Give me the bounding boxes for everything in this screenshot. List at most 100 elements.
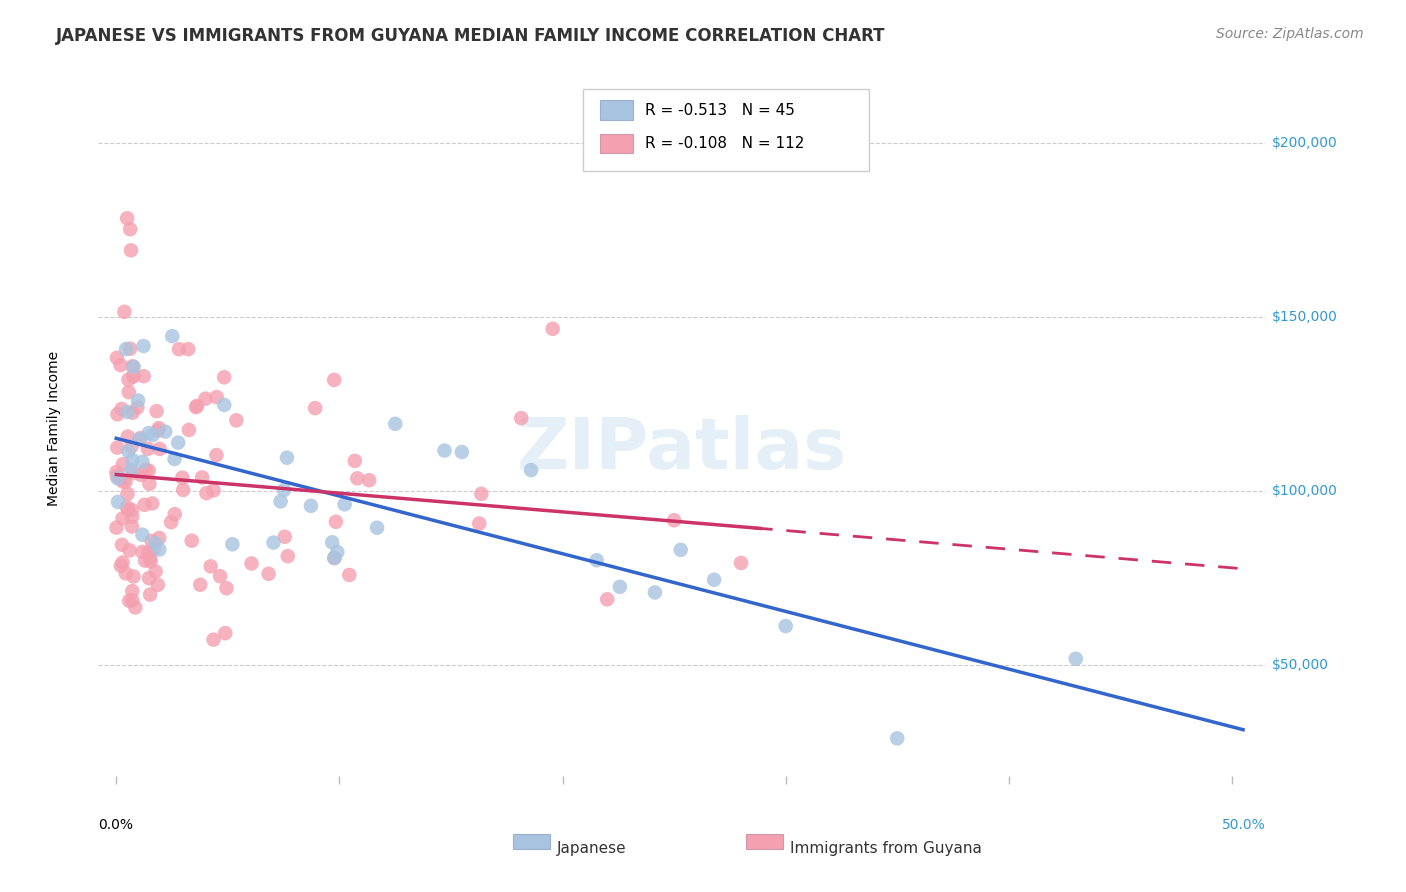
Point bbox=[138, 464, 160, 478]
Point bbox=[304, 401, 326, 416]
Point bbox=[122, 368, 145, 383]
Point bbox=[263, 535, 285, 549]
Bar bbox=[747, 834, 783, 849]
Point bbox=[146, 578, 169, 592]
Point bbox=[273, 483, 295, 497]
Point bbox=[337, 568, 360, 582]
Text: Japanese: Japanese bbox=[557, 841, 627, 855]
Point bbox=[139, 554, 162, 568]
Point bbox=[215, 581, 238, 595]
Point bbox=[470, 487, 492, 501]
Point bbox=[121, 453, 143, 467]
Point bbox=[120, 463, 142, 477]
Point bbox=[323, 551, 346, 566]
Point bbox=[541, 322, 564, 336]
Point bbox=[141, 496, 163, 510]
Bar bbox=[600, 134, 633, 153]
Point bbox=[115, 342, 138, 356]
Point bbox=[111, 511, 134, 525]
Point bbox=[703, 573, 725, 587]
Point bbox=[138, 426, 160, 441]
Point bbox=[209, 569, 232, 583]
Bar bbox=[600, 101, 633, 120]
Point bbox=[115, 211, 138, 226]
Point bbox=[167, 342, 190, 356]
Point bbox=[105, 351, 128, 365]
Point bbox=[450, 445, 472, 459]
Point bbox=[205, 448, 228, 462]
Point bbox=[274, 530, 297, 544]
Point bbox=[321, 535, 343, 549]
Point bbox=[114, 475, 136, 489]
Point bbox=[121, 584, 143, 599]
Point bbox=[177, 342, 200, 356]
Point bbox=[644, 585, 666, 599]
Point bbox=[108, 472, 131, 486]
Point bbox=[129, 431, 152, 445]
Point bbox=[160, 515, 183, 529]
Point bbox=[177, 423, 200, 437]
Point bbox=[886, 731, 908, 746]
Point bbox=[214, 626, 236, 640]
Point bbox=[110, 358, 132, 372]
Point bbox=[105, 520, 128, 534]
Point bbox=[346, 471, 368, 485]
Text: R = -0.513   N = 45: R = -0.513 N = 45 bbox=[644, 103, 794, 118]
Point bbox=[184, 400, 207, 414]
Point bbox=[194, 392, 217, 406]
Point bbox=[122, 569, 145, 583]
Point bbox=[195, 486, 218, 500]
Point bbox=[131, 455, 153, 469]
Point bbox=[325, 515, 347, 529]
Point bbox=[112, 305, 135, 319]
Point bbox=[129, 467, 152, 482]
Point bbox=[107, 407, 129, 421]
Point bbox=[384, 417, 406, 431]
Point bbox=[155, 425, 177, 439]
Point bbox=[142, 541, 165, 556]
Point bbox=[107, 495, 129, 509]
Point bbox=[134, 553, 156, 567]
Point bbox=[200, 559, 222, 574]
Bar bbox=[513, 834, 550, 849]
Point bbox=[142, 428, 165, 442]
Point bbox=[110, 558, 132, 573]
Point bbox=[333, 497, 356, 511]
Point bbox=[585, 553, 607, 567]
Point bbox=[139, 551, 162, 566]
Point bbox=[118, 543, 141, 558]
Point bbox=[138, 571, 160, 585]
Point bbox=[323, 551, 346, 566]
Point bbox=[121, 503, 143, 517]
Text: $50,000: $50,000 bbox=[1272, 657, 1329, 672]
Point bbox=[105, 465, 128, 479]
Point bbox=[520, 463, 543, 477]
Point bbox=[145, 565, 167, 579]
Point bbox=[105, 441, 128, 455]
Point bbox=[343, 454, 366, 468]
Point bbox=[299, 499, 322, 513]
Point bbox=[148, 421, 170, 435]
Point bbox=[212, 398, 235, 412]
Point bbox=[110, 401, 132, 416]
Point bbox=[277, 549, 299, 563]
Point bbox=[122, 359, 145, 374]
Point bbox=[1064, 651, 1087, 665]
Point bbox=[115, 500, 138, 514]
Point bbox=[117, 429, 139, 443]
Point bbox=[120, 244, 142, 258]
Text: Source: ZipAtlas.com: Source: ZipAtlas.com bbox=[1216, 27, 1364, 41]
Text: R = -0.108   N = 112: R = -0.108 N = 112 bbox=[644, 136, 804, 151]
Point bbox=[609, 580, 631, 594]
Point bbox=[117, 487, 139, 501]
Point bbox=[669, 542, 692, 557]
Point bbox=[257, 566, 280, 581]
Point bbox=[146, 424, 169, 438]
Point bbox=[124, 600, 146, 615]
Point bbox=[359, 473, 381, 487]
Text: JAPANESE VS IMMIGRANTS FROM GUYANA MEDIAN FAMILY INCOME CORRELATION CHART: JAPANESE VS IMMIGRANTS FROM GUYANA MEDIA… bbox=[56, 27, 886, 45]
Point bbox=[221, 537, 243, 551]
Point bbox=[107, 471, 129, 485]
Text: 50.0%: 50.0% bbox=[1222, 818, 1265, 831]
Point bbox=[141, 533, 163, 548]
